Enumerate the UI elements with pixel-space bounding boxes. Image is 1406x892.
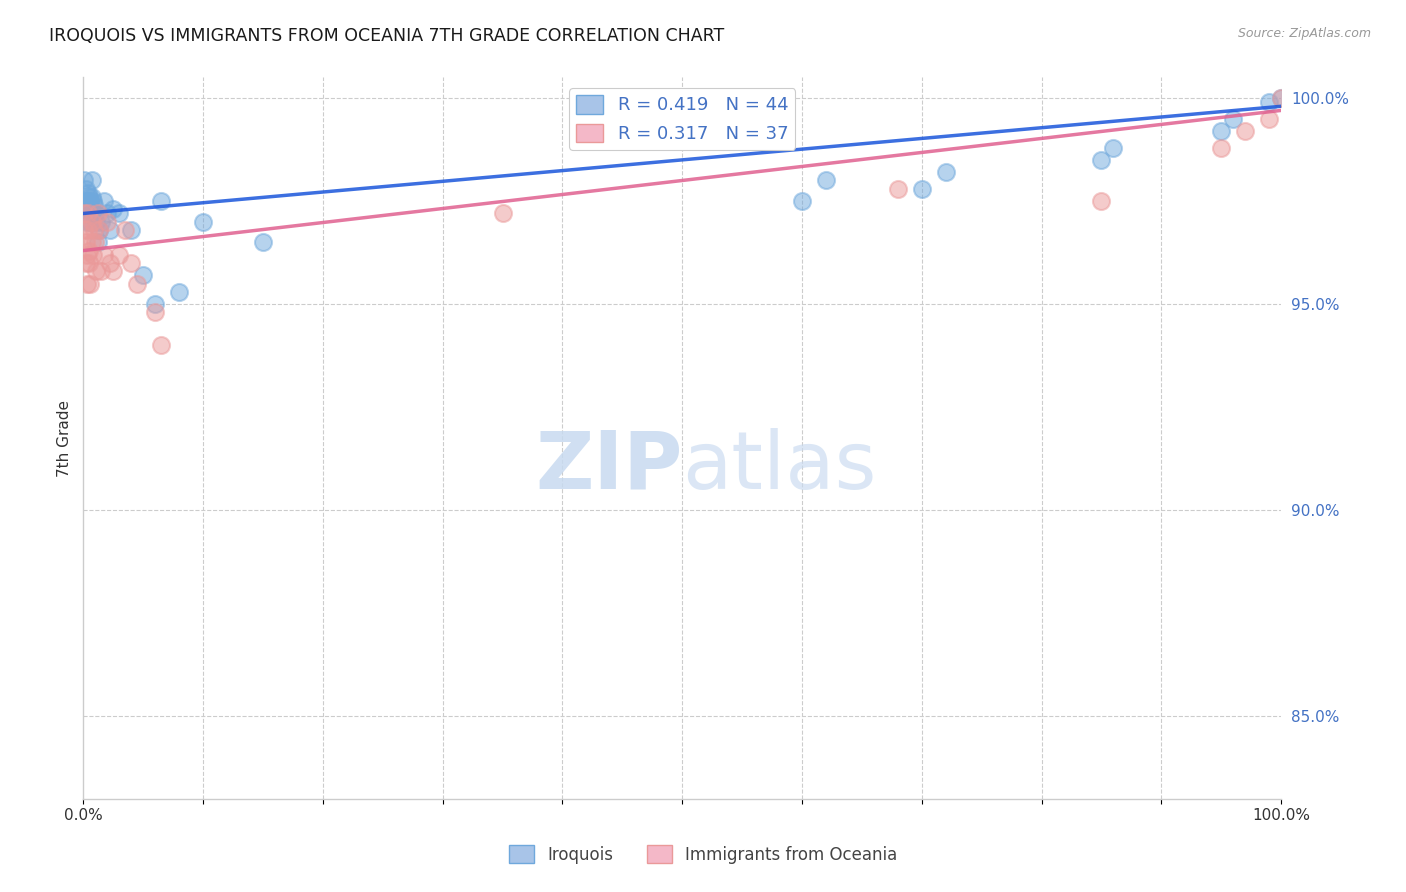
Point [108,248,131,262]
Point [83,198,105,212]
Point [73,206,96,220]
Point [76,248,98,262]
Point [84,235,107,250]
Point [93,248,115,262]
Point [98,256,121,270]
Point [80,190,103,204]
Point [252,235,274,250]
Point [120,223,142,237]
Point [75,256,97,270]
Text: IROQUOIS VS IMMIGRANTS FROM OCEANIA 7TH GRADE CORRELATION CHART: IROQUOIS VS IMMIGRANTS FROM OCEANIA 7TH … [49,27,724,45]
Point [114,223,136,237]
Point [77,206,100,220]
Point [96,206,118,220]
Point [83,223,105,237]
Point [84,206,107,220]
Point [150,194,173,208]
Point [86,215,108,229]
Point [90,264,112,278]
Point [108,206,131,220]
Point [87,223,110,237]
Point [120,256,142,270]
Point [80,215,103,229]
Point [103,202,125,217]
Point [79,194,101,208]
Point [150,338,173,352]
Point [887,182,910,196]
Point [167,285,190,299]
Point [82,194,104,208]
Point [1270,91,1292,105]
Text: ZIP: ZIP [534,428,682,506]
Point [75,235,97,250]
Point [77,202,100,217]
Point [77,223,100,237]
Text: atlas: atlas [682,428,876,506]
Point [132,268,155,283]
Point [1258,112,1281,126]
Point [80,173,103,187]
Point [73,223,96,237]
Point [75,194,97,208]
Point [143,297,166,311]
Point [1090,153,1112,167]
Point [491,206,513,220]
Point [76,194,98,208]
Point [1234,124,1257,138]
Point [1211,124,1233,138]
Point [1090,194,1112,208]
Point [98,223,121,237]
Point [77,256,100,270]
Point [143,305,166,319]
Point [86,264,108,278]
Point [77,190,100,204]
Point [79,215,101,229]
Point [1258,95,1281,110]
Point [76,206,98,220]
Point [75,182,97,196]
Point [1222,112,1244,126]
Point [127,277,149,291]
Point [86,206,108,220]
Point [191,215,214,229]
Point [814,173,837,187]
Point [1270,91,1292,105]
Point [93,194,115,208]
Text: Source: ZipAtlas.com: Source: ZipAtlas.com [1237,27,1371,40]
Point [1211,140,1233,154]
Point [911,182,934,196]
Point [77,198,100,212]
Point [86,235,108,250]
Point [103,264,125,278]
Point [87,223,110,237]
Legend: R = 0.419   N = 44, R = 0.317   N = 37: R = 0.419 N = 44, R = 0.317 N = 37 [569,88,796,150]
Legend: Iroquois, Immigrants from Oceania: Iroquois, Immigrants from Oceania [502,838,904,871]
Point [790,194,813,208]
Point [82,248,104,262]
Point [935,165,957,179]
Point [76,277,98,291]
Point [90,215,112,229]
Y-axis label: 7th Grade: 7th Grade [58,400,72,476]
Point [76,215,98,229]
Point [96,215,118,229]
Point [73,173,96,187]
Point [79,277,101,291]
Point [80,235,103,250]
Point [1102,140,1125,154]
Point [77,244,100,258]
Point [82,206,104,220]
Point [77,186,100,200]
